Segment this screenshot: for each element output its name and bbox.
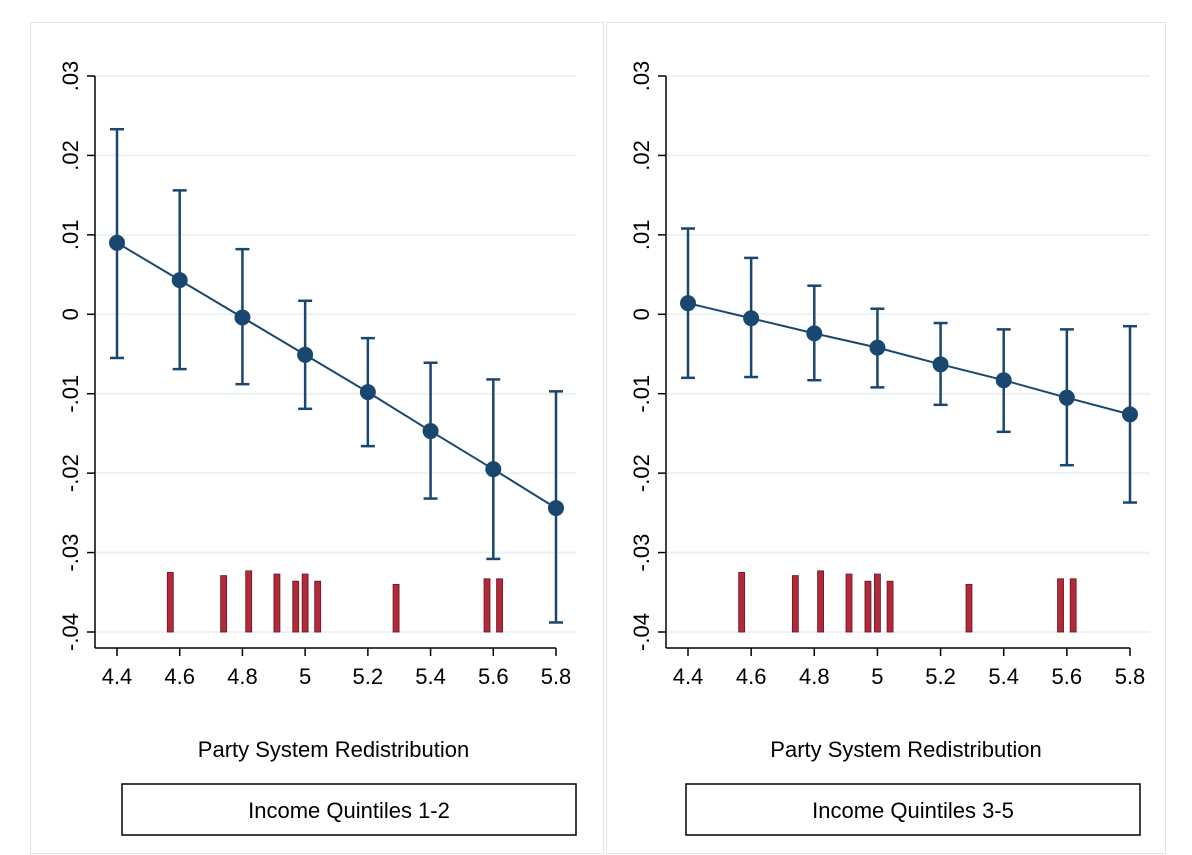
series-line (116, 241, 557, 509)
y-tick-label: -.01 (629, 375, 654, 413)
x-tick-label: 4.4 (102, 664, 133, 689)
x-tick-label: 4.8 (227, 664, 258, 689)
rug-mark (166, 572, 174, 633)
data-point (422, 423, 439, 440)
x-tick-label: 4.8 (799, 664, 830, 689)
x-tick-label: 5.4 (415, 664, 446, 689)
y-tick-label: -.03 (629, 534, 654, 572)
data-point (171, 272, 188, 289)
x-axis-title: Party System Redistribution (770, 737, 1041, 762)
x-tick-label: 5.8 (1115, 664, 1146, 689)
y-tick-label: .02 (629, 140, 654, 171)
y-tick-label: -.01 (58, 375, 83, 413)
rug-mark (1069, 578, 1077, 633)
series-line (687, 302, 1131, 416)
y-tick-label: 0 (629, 308, 654, 320)
rug-mark (845, 573, 853, 633)
x-tick-label: 4.4 (673, 664, 704, 689)
rug-mark (314, 580, 322, 633)
data-point (234, 309, 251, 326)
rug-mark (392, 583, 400, 633)
data-point (743, 310, 760, 327)
rug-mark (245, 570, 253, 633)
y-tick-label: .03 (58, 61, 83, 92)
x-tick-label: 5.6 (1052, 664, 1083, 689)
data-point (995, 372, 1012, 389)
y-tick-label: -.04 (58, 613, 83, 651)
y-tick-label: -.03 (58, 534, 83, 572)
subtitle-box (121, 783, 577, 836)
y-tick-label: .01 (629, 220, 654, 251)
y-tick-label: .03 (629, 61, 654, 92)
rug-mark (1057, 578, 1064, 633)
data-point (806, 325, 823, 342)
data-point (297, 346, 314, 363)
rug-mark (483, 578, 491, 633)
rug-mark (886, 580, 894, 633)
x-tick-label: 5 (871, 664, 883, 689)
data-point (680, 295, 696, 312)
rug-mark (874, 573, 881, 633)
rug-mark (791, 575, 799, 633)
subtitle-box (685, 783, 1141, 836)
y-tick-label: -.04 (629, 613, 654, 651)
rug-mark (817, 570, 824, 633)
x-tick-label: 5 (299, 664, 311, 689)
x-tick-label: 5.6 (478, 664, 509, 689)
rug-mark (301, 573, 309, 633)
y-tick-label: .01 (58, 220, 83, 251)
rug-mark (220, 575, 228, 633)
y-tick-label: .02 (58, 140, 83, 171)
data-point (109, 234, 125, 251)
x-tick-label: 5.2 (925, 664, 956, 689)
rug-mark (738, 572, 746, 633)
x-tick-label: 4.6 (736, 664, 767, 689)
x-axis-title: Party System Redistribution (198, 737, 469, 762)
subtitle-box-label: Income Quintiles 3-5 (812, 798, 1014, 823)
x-tick-label: 5.2 (353, 664, 384, 689)
rug-mark (496, 578, 503, 633)
x-tick-label: 4.6 (164, 664, 195, 689)
data-point (548, 500, 564, 517)
x-tick-label: 5.4 (988, 664, 1019, 689)
y-tick-label: -.02 (629, 454, 654, 492)
subtitle-box-label: Income Quintiles 1-2 (248, 798, 450, 823)
chart-panel-2: -.04 -.03 -.02 -.01 0 .01 .02 .03 4.4 4.6 4.8 5 5.2 5… (629, 61, 1150, 836)
data-point (1122, 406, 1138, 423)
rug-mark (273, 573, 281, 633)
rug-mark (864, 580, 872, 633)
panel-left-background (30, 22, 604, 854)
data-point (1058, 389, 1075, 406)
data-point (869, 339, 886, 356)
chart-panel-1: -.04 -.03 -.02 -.01 0 .01 .02 .03 4.4 4.6 4.8 5 5.2 5… (58, 61, 577, 836)
x-tick-label: 5.8 (541, 664, 572, 689)
y-tick-label: 0 (58, 308, 83, 320)
data-point (932, 356, 949, 373)
rug-mark (292, 580, 300, 633)
data-point (485, 461, 502, 478)
data-point (359, 384, 376, 401)
panel-right-background (606, 22, 1166, 854)
rug-mark (965, 583, 973, 633)
y-tick-label: -.02 (58, 454, 83, 492)
